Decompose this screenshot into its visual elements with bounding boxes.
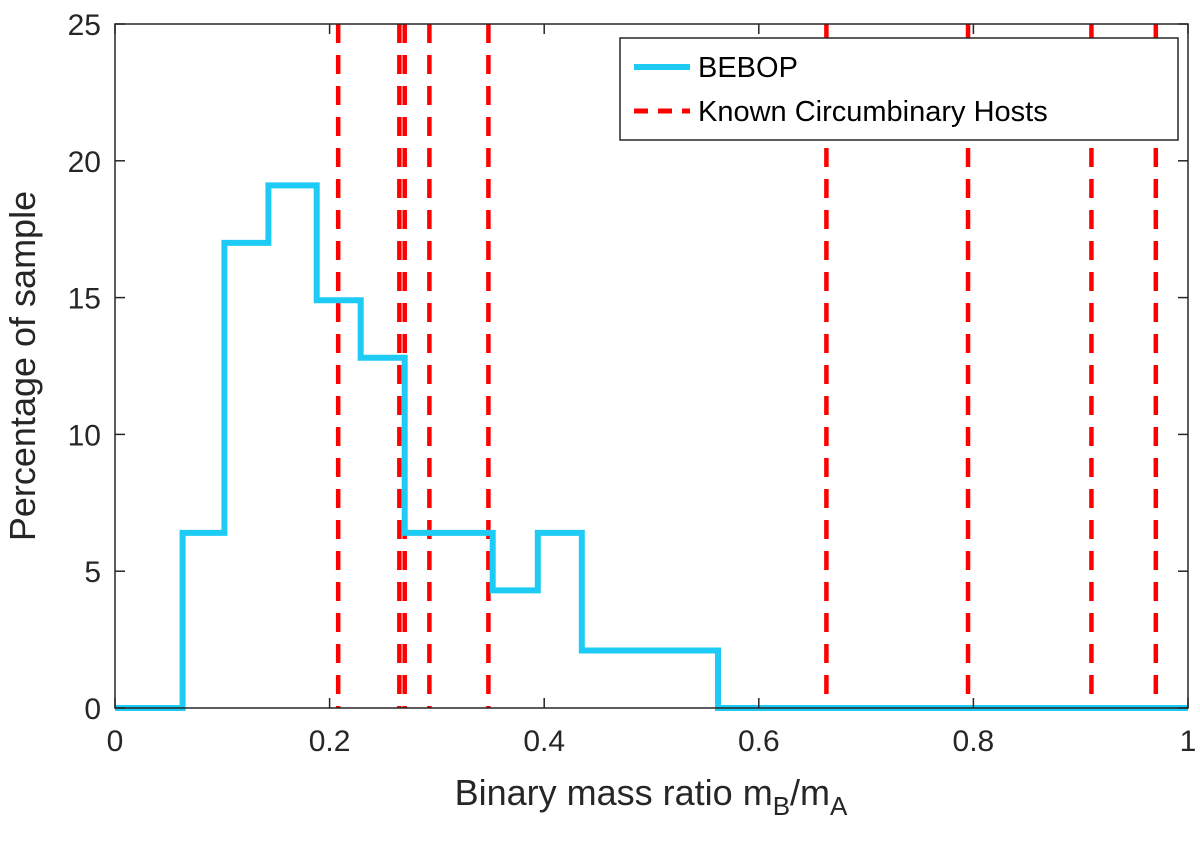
x-axis-title: Binary mass ratio mB/mA [455,772,848,821]
legend-box [619,37,1179,141]
legend-label-bebop: BEBOP [698,52,798,84]
x-tick-label: 1 [1180,725,1197,758]
legend: BEBOP Known Circumbinary Hosts [619,37,1179,141]
x-tick-label: 0.8 [953,725,995,758]
x-axis-ticks: 0 0.2 0.4 0.6 0.8 1 [107,24,1197,758]
axes [114,23,1189,709]
series-layer [115,182,1188,711]
y-axis-title: Percentage of sample [2,191,43,541]
y-tick-label: 25 [68,9,101,42]
y-axis-ticks: 0 5 10 15 20 25 [68,9,1188,726]
plot-frame [114,23,1189,709]
legend-label-circumbinary-hosts: Known Circumbinary Hosts [698,96,1048,128]
y-tick-label: 0 [84,693,101,726]
y-tick-label: 10 [68,419,101,452]
x-tick-label: 0.4 [523,725,565,758]
y-tick-label: 20 [68,146,101,179]
y-tick-label: 15 [68,283,101,316]
x-tick-label: 0.6 [738,725,780,758]
x-tick-label: 0.2 [309,725,351,758]
bebop-histogram [115,182,1188,711]
x-tick-label: 0 [107,725,124,758]
y-tick-label: 5 [84,556,101,589]
